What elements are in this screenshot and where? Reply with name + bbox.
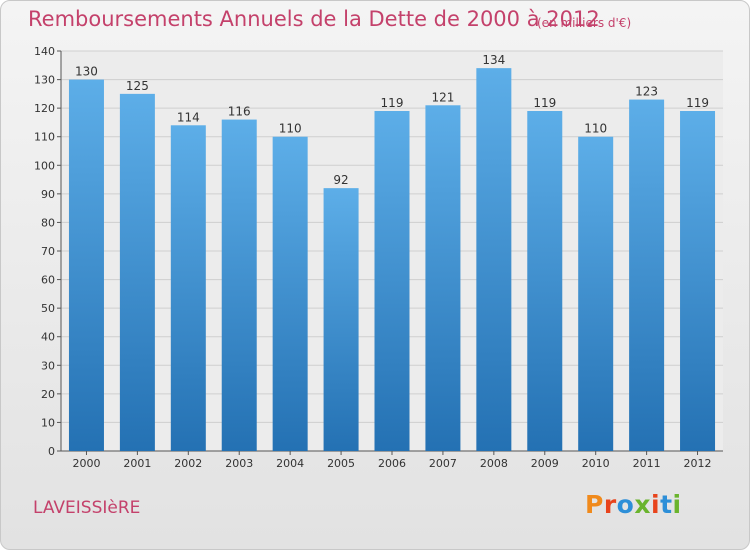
x-tick-label: 2002 [174, 457, 202, 470]
chart-title: Remboursements Annuels de la Dette de 20… [28, 7, 600, 31]
logo-letter: x [634, 490, 651, 519]
y-tick-label: 110 [34, 131, 55, 144]
x-tick-label: 2005 [327, 457, 355, 470]
bar [629, 99, 665, 452]
data-label: 119 [686, 96, 709, 110]
bar [323, 188, 359, 451]
bar [68, 79, 104, 452]
data-label: 110 [584, 122, 607, 136]
y-tick-label: 120 [34, 102, 55, 115]
data-label: 116 [228, 105, 251, 119]
x-tick-label: 2007 [429, 457, 457, 470]
x-tick-label: 2012 [684, 457, 712, 470]
data-label: 119 [533, 96, 556, 110]
logo-letter: i [672, 490, 682, 519]
data-label: 119 [381, 96, 404, 110]
chart-subtitle: (en milliers d'€) [537, 16, 632, 30]
bar [527, 111, 563, 451]
logo-letter: t [660, 490, 673, 519]
x-tick-label: 2010 [582, 457, 610, 470]
data-label: 125 [126, 79, 149, 93]
y-tick-label: 90 [41, 188, 55, 201]
y-tick-label: 60 [41, 274, 55, 287]
bar [578, 136, 614, 451]
logo-letter: i [651, 490, 661, 519]
data-label: 121 [431, 90, 454, 104]
x-tick-label: 2000 [72, 457, 100, 470]
data-label: 110 [279, 122, 302, 136]
x-tick-label: 2006 [378, 457, 406, 470]
y-tick-label: 0 [48, 445, 55, 458]
logo-letter: P [585, 490, 604, 519]
y-tick-label: 50 [41, 302, 55, 315]
x-tick-label: 2008 [480, 457, 508, 470]
bar [272, 136, 308, 451]
bar [221, 119, 257, 452]
bar [119, 93, 155, 451]
bar [425, 105, 461, 452]
bar [170, 125, 206, 452]
y-tick-label: 10 [41, 416, 55, 429]
data-label: 134 [482, 53, 505, 67]
bar [680, 111, 716, 451]
y-tick-label: 80 [41, 216, 55, 229]
data-label: 130 [75, 65, 98, 79]
logo-letter: o [616, 490, 635, 519]
x-tick-label: 2004 [276, 457, 304, 470]
x-tick-label: 2003 [225, 457, 253, 470]
data-label: 114 [177, 110, 200, 124]
x-tick-label: 2001 [123, 457, 151, 470]
y-tick-label: 40 [41, 331, 55, 344]
bar [374, 111, 410, 451]
y-tick-label: 140 [34, 45, 55, 58]
data-label: 123 [635, 85, 658, 99]
y-tick-label: 100 [34, 159, 55, 172]
y-tick-label: 20 [41, 388, 55, 401]
y-tick-label: 70 [41, 245, 55, 258]
y-tick-label: 30 [41, 359, 55, 372]
logo-letter: r [603, 490, 617, 519]
x-tick-label: 2011 [633, 457, 661, 470]
data-label: 92 [333, 173, 348, 187]
proxiti-logo[interactable]: Proxiti [585, 490, 682, 519]
x-tick-label: 2009 [531, 457, 559, 470]
y-tick-label: 130 [34, 74, 55, 87]
commune-name: LAVEISSIèRE [33, 498, 141, 518]
bar [476, 68, 512, 452]
